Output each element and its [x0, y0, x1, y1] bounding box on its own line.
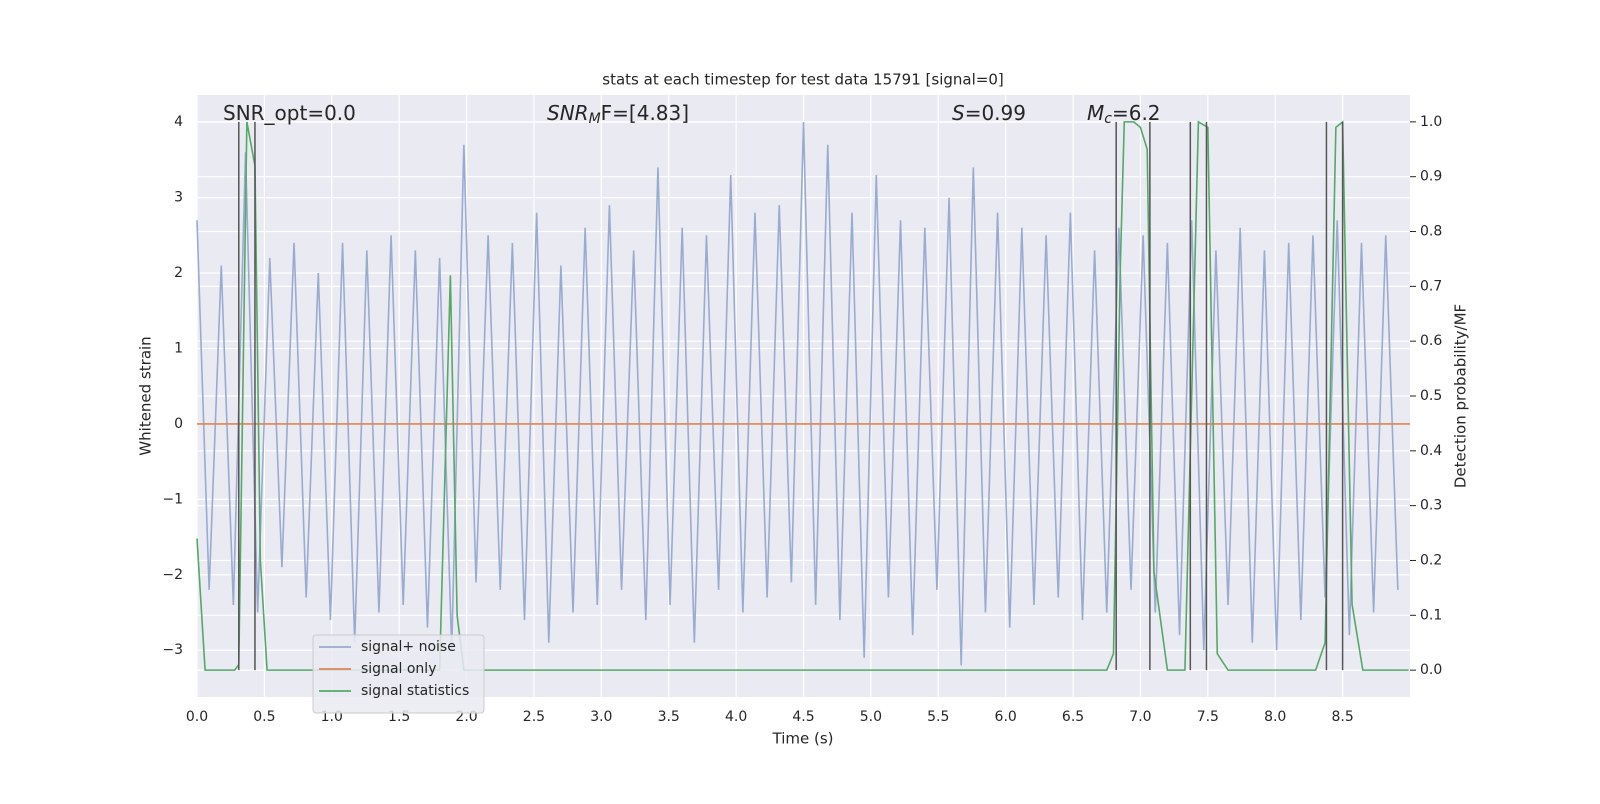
x-tick-label: 0.0: [186, 709, 208, 725]
x-tick-label: 5.0: [860, 709, 882, 725]
annotation: S=0.99: [952, 101, 1026, 125]
x-tick-label: 7.0: [1129, 709, 1151, 725]
y2-axis-label: Detection probability/MF: [1452, 304, 1470, 488]
legend: signal+ noise signal only signal statistic…: [312, 634, 485, 714]
annotation: SNRMF=[4.83]: [547, 101, 689, 128]
legend-label: signal statistics: [361, 683, 469, 699]
y2-tick-label: 0.8: [1420, 224, 1442, 240]
series-line: [196, 122, 1399, 666]
y-tick-label: 1: [174, 340, 183, 356]
x-tick-label: 8.0: [1264, 709, 1286, 725]
y-tick-label: 0: [174, 416, 183, 432]
annotation: Mc=6.2: [1087, 101, 1161, 128]
y2-tick-label: 0.3: [1420, 498, 1442, 514]
y-tick-label: 4: [174, 114, 183, 130]
x-tick-label: 4.0: [725, 709, 747, 725]
y2-tick-label: 0.9: [1420, 169, 1442, 185]
series-line: [196, 120, 1409, 671]
x-tick-label: 0.5: [253, 709, 275, 725]
x-tick-label: 6.5: [1062, 709, 1084, 725]
y-tick-label: −3: [162, 642, 183, 658]
annotation-subscript: c: [1104, 111, 1112, 127]
annotation: SNR_opt=0.0: [223, 101, 356, 125]
legend-label: signal+ noise: [361, 639, 456, 655]
annotation-text: S: [952, 101, 965, 125]
axes: 0.0 0.5 1.0 1.5 2.0 2.5 3.0 3.5 4.0 4.5 5.0 5.5 6.0 6…: [162, 101, 1442, 726]
x-tick-label: 4.5: [792, 709, 814, 725]
annotation-text: =6.2: [1112, 101, 1161, 125]
chart-title: stats at each timestep for test data 157…: [602, 71, 1003, 89]
x-tick-label: 3.0: [590, 709, 612, 725]
y2-tick-label: 0.0: [1420, 662, 1442, 678]
annotation-text: F=[4.83]: [601, 101, 689, 125]
marks: [196, 120, 1410, 671]
y-tick-label: 2: [174, 265, 183, 281]
y-tick-label: −2: [162, 567, 183, 583]
annotation-text: SNR_opt=0.0: [223, 101, 356, 125]
y-axis-label: Whitened strain: [137, 336, 155, 455]
x-tick-label: 2.5: [523, 709, 545, 725]
x-tick-label: 5.5: [927, 709, 949, 725]
y2-tick-label: 0.2: [1420, 552, 1442, 568]
legend-box: [312, 634, 485, 714]
y2-tick-label: 0.1: [1420, 607, 1442, 623]
annotation-text: =0.99: [965, 101, 1026, 125]
y2-tick-label: 1.0: [1420, 114, 1442, 130]
x-axis-label: Time (s): [772, 730, 834, 748]
y-tick-label: −1: [162, 491, 183, 507]
y2-tick-label: 0.6: [1420, 333, 1442, 349]
y2-tick-label: 0.4: [1420, 443, 1442, 459]
x-tick-label: 8.5: [1331, 709, 1353, 725]
y2-tick-label: 0.7: [1420, 278, 1442, 294]
legend-label: signal only: [361, 661, 436, 677]
x-tick-label: 7.5: [1197, 709, 1219, 725]
y-tick-label: 3: [174, 190, 183, 206]
annotation-text: SNR: [547, 101, 589, 125]
annotation-text: M: [1087, 101, 1104, 125]
x-tick-label: 3.5: [658, 709, 680, 725]
x-tick-label: 6.0: [995, 709, 1017, 725]
annotation-subscript: M: [589, 111, 601, 127]
y2-tick-label: 0.5: [1420, 388, 1442, 404]
